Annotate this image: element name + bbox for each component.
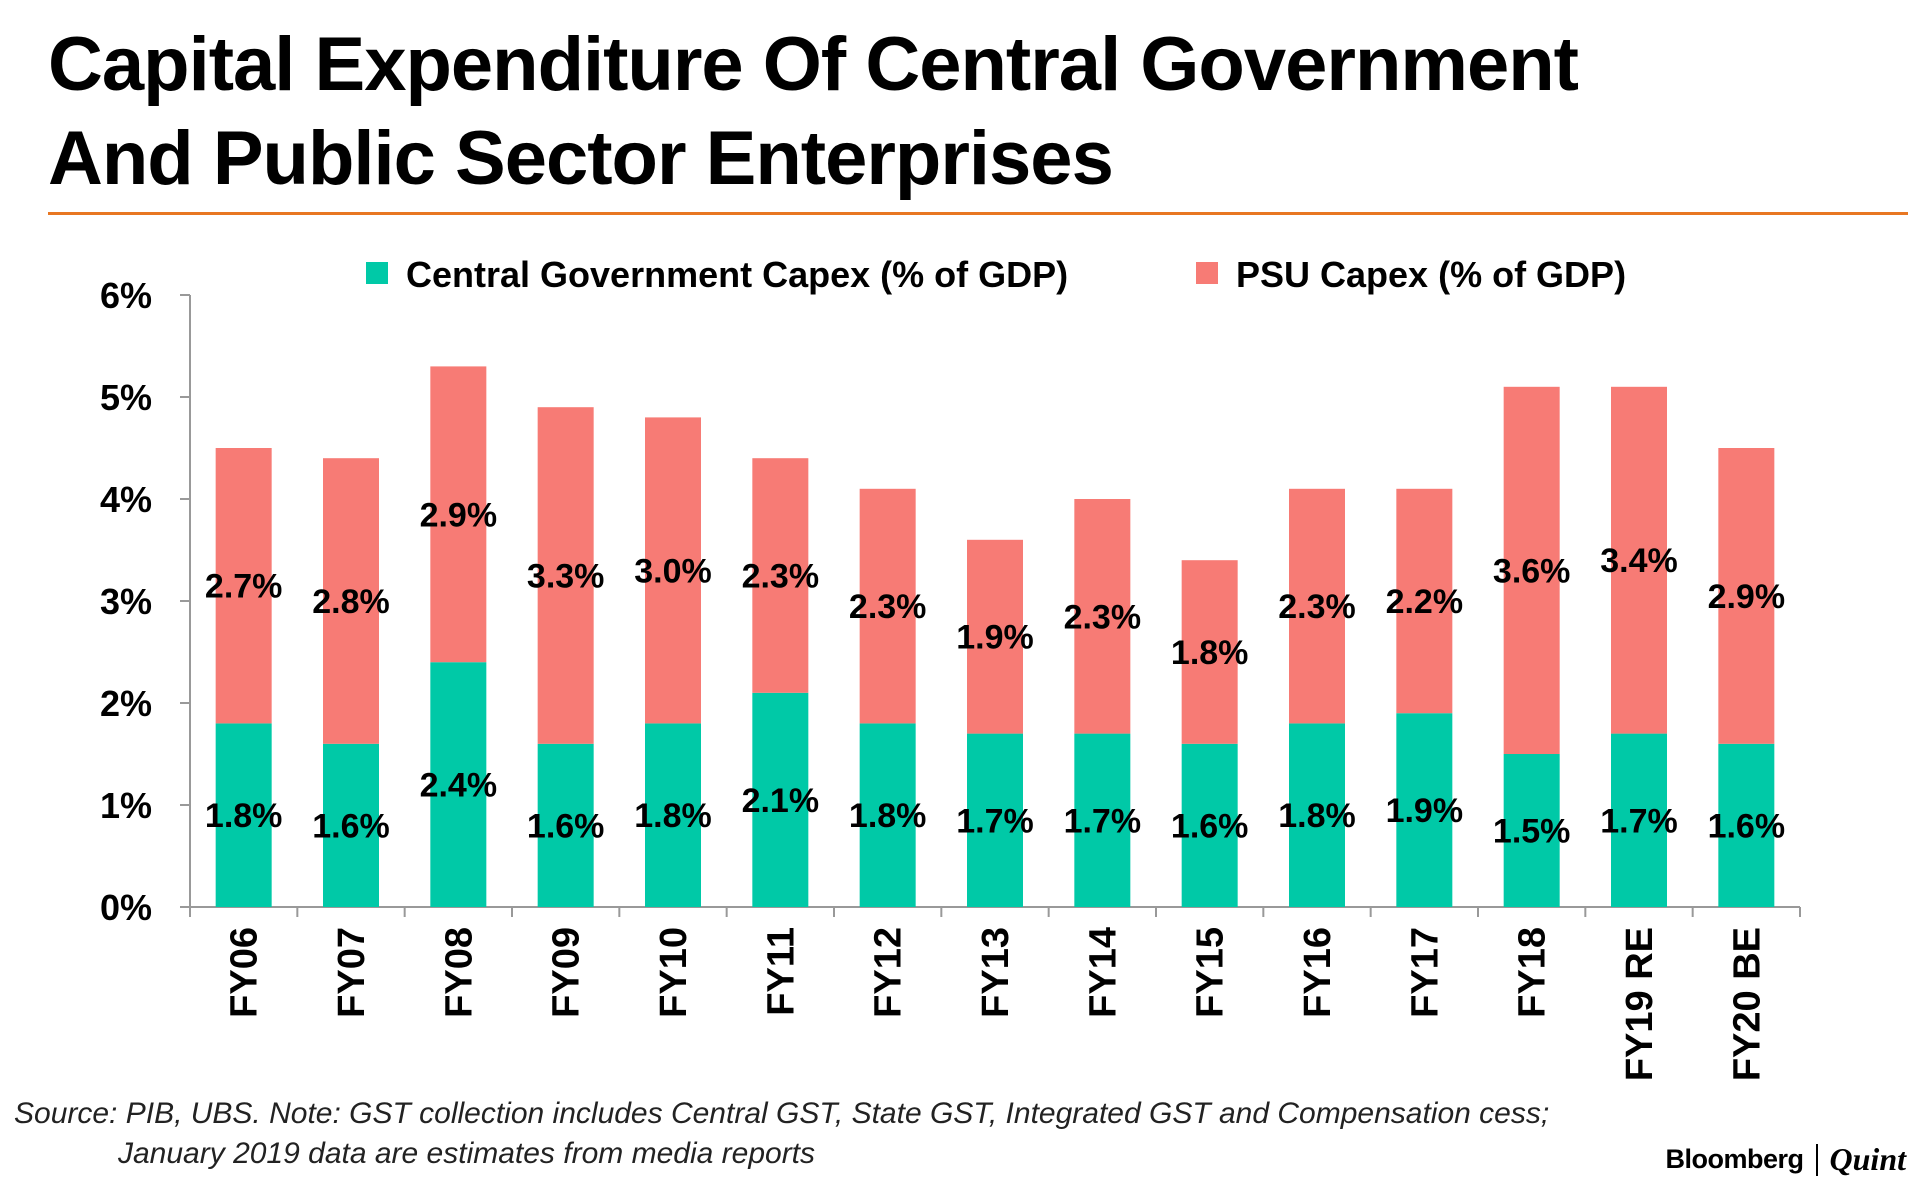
bar-psu [1289,488,1345,724]
data-label-central: 1.7% [1064,802,1142,840]
legend-label-psu: PSU Capex (% of GDP) [1236,254,1626,295]
y-axis-tick-label: 3% [100,581,152,622]
bar-psu [1074,499,1131,734]
title-divider [48,212,1908,215]
bar-psu [1181,560,1238,744]
data-label-psu: 2.7% [205,568,283,606]
x-axis-category-label: FY16 [1297,927,1339,1018]
bar-psu [430,366,487,663]
bar-psu [323,458,379,744]
data-label-central: 1.7% [956,802,1034,840]
bar-psu [215,448,272,724]
bar-central [430,662,487,907]
x-axis-category-label: FY07 [331,927,373,1018]
data-label-central: 1.8% [205,797,283,835]
x-axis-category-label: FY13 [975,927,1017,1018]
x-axis-category-label: FY17 [1404,927,1446,1018]
x-axis-category-label: FY20 BE [1726,927,1768,1081]
bar-central [645,723,701,907]
data-label-central: 1.8% [1278,797,1356,835]
data-label-central: 1.5% [1493,813,1571,851]
x-axis-category-label: FY12 [868,927,910,1018]
bar-psu [1611,386,1667,734]
x-axis-category-label: FY18 [1512,927,1554,1018]
data-label-central: 1.6% [527,807,605,845]
bar-central [1396,713,1453,907]
y-axis-tick-label: 6% [100,275,152,316]
bar-central [1611,733,1667,907]
x-axis-category-label: FY09 [546,927,588,1018]
data-label-psu: 2.2% [1386,583,1464,621]
bar-psu [1718,448,1775,744]
y-axis-tick-label: 5% [100,377,152,418]
data-label-central: 1.6% [1171,807,1249,845]
chart-title-line2: And Public Sector Enterprises [48,116,1114,201]
source-note-line2: January 2019 data are estimates from med… [118,1137,816,1170]
source-note-line1: Source: PIB, UBS. Note: GST collection i… [14,1097,1550,1130]
data-label-psu: 2.3% [1278,588,1356,626]
bar-central [1718,743,1775,907]
bar-central [215,723,272,907]
source-note: Source: PIB, UBS. Note: GST collection i… [14,1094,1549,1174]
data-label-central: 1.8% [634,797,712,835]
legend-swatch-central [366,262,388,284]
data-label-central: 1.9% [1386,792,1464,830]
bar-psu [537,407,594,744]
legend-swatch-psu [1196,262,1218,284]
chart-title: Capital Expenditure Of Central Governmen… [48,18,1868,206]
data-label-psu: 3.3% [527,558,605,596]
data-label-central: 1.7% [1600,802,1678,840]
bar-central [323,743,379,907]
x-axis-category-label: FY15 [1190,927,1232,1018]
x-axis-category-label: FY08 [438,927,480,1018]
data-label-psu: 3.6% [1493,552,1571,590]
data-label-psu: 1.9% [956,619,1034,657]
x-axis-category-label: FY06 [224,927,266,1018]
data-label-psu: 1.8% [1171,634,1249,672]
bar-central [1181,743,1238,907]
data-label-central: 1.6% [312,807,390,845]
data-label-central: 1.6% [1708,807,1786,845]
brand-bloomberg: Bloomberg [1665,1144,1805,1174]
bar-psu [1503,386,1560,754]
bar-central [859,723,916,907]
bar-central [1074,733,1131,907]
data-label-psu: 2.9% [1708,578,1786,616]
bar-central [1289,723,1345,907]
brand-logo: Bloomberg Quint [1666,1141,1907,1178]
data-label-psu: 2.9% [420,496,498,534]
x-axis-category-label: FY11 [760,927,802,1016]
data-label-psu: 3.0% [634,552,712,590]
x-axis-category-label: FY10 [653,927,695,1018]
data-label-psu: 2.3% [742,558,820,596]
data-label-central: 1.8% [849,797,927,835]
bar-central [537,743,594,907]
brand-quint: Quint [1829,1141,1906,1177]
y-axis-tick-label: 4% [100,479,152,520]
data-label-psu: 2.3% [849,588,927,626]
data-label-central: 2.4% [420,767,498,805]
data-label-psu: 3.4% [1600,542,1678,580]
data-label-psu: 2.3% [1064,598,1142,636]
bar-central [967,733,1023,907]
brand-separator [1815,1143,1818,1176]
bar-psu [859,488,916,724]
chart-title-line1: Capital Expenditure Of Central Governmen… [48,22,1579,107]
bar-psu [645,417,701,724]
legend-label-central: Central Government Capex (% of GDP) [406,254,1068,295]
x-axis-category-label: FY19 RE [1619,927,1661,1081]
x-axis-category-label: FY14 [1082,927,1124,1018]
bar-psu [1396,488,1453,714]
y-axis-tick-label: 2% [100,683,152,724]
data-label-psu: 2.8% [312,583,390,621]
bar-central [752,692,809,907]
bar-psu [752,458,809,693]
y-axis-tick-label: 1% [100,785,152,826]
data-label-central: 2.1% [742,782,820,820]
y-axis-tick-label: 0% [100,887,152,928]
bar-psu [967,539,1023,734]
bar-central [1503,754,1560,907]
